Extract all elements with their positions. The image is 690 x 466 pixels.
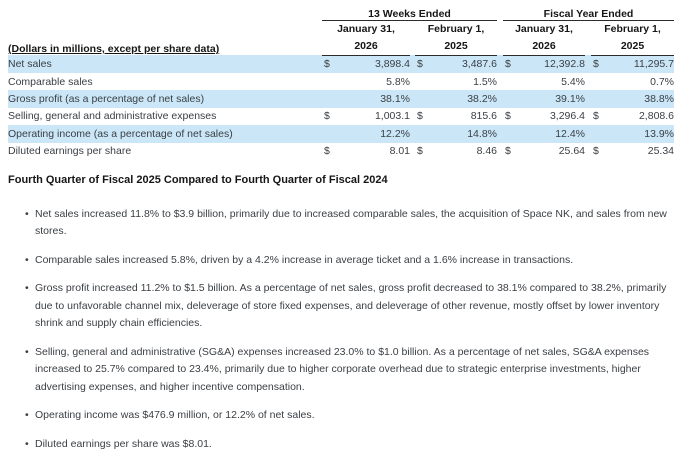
currency-symbol: $	[324, 145, 330, 158]
bullet-net-sales: Net sales increased 11.8% to $3.9 billio…	[25, 206, 668, 241]
value-cell: 13.9%	[591, 125, 675, 143]
value-cell: 38.1%	[322, 90, 410, 108]
value-cell: $3,487.6	[415, 55, 497, 73]
financial-results-table: 13 Weeks Ended Fiscal Year Ended (Dollar…	[8, 8, 675, 160]
col-header-fy-current: January 31, 2026	[503, 20, 585, 56]
row-label-header: (Dollars in millions, except per share d…	[8, 43, 220, 56]
currency-symbol: $	[324, 110, 330, 123]
table-row-operating-income: Operating income (as a percentage of net…	[8, 125, 675, 143]
currency-symbol: $	[505, 58, 511, 71]
table-row-diluted-eps: Diluted earnings per share $8.01 $8.46 $…	[8, 143, 674, 160]
currency-symbol: $	[593, 145, 599, 158]
currency-symbol: $	[417, 145, 423, 158]
col-header-q-prior: February 1, 2025	[415, 20, 497, 56]
bullet-sga-expenses: Selling, general and administrative (SG&…	[25, 344, 668, 397]
value-cell: $3,898.4	[322, 55, 410, 73]
value-cell: 1.5%	[473, 75, 497, 88]
value-cell: 5.4%	[561, 75, 585, 88]
value-cell: $25.34	[593, 145, 675, 158]
value-cell: $3,296.4	[505, 110, 585, 123]
value-cell: 38.2%	[415, 90, 497, 108]
table-row-gross-profit: Gross profit (as a percentage of net sal…	[8, 90, 675, 108]
document-page: 13 Weeks Ended Fiscal Year Ended (Dollar…	[0, 0, 690, 453]
value-cell: $12,392.8	[503, 55, 585, 73]
value-cell: $8.46	[417, 145, 497, 158]
date-header-row: (Dollars in millions, except per share d…	[8, 20, 675, 56]
currency-symbol: $	[593, 110, 599, 123]
group-header-row: 13 Weeks Ended Fiscal Year Ended	[8, 8, 675, 21]
value-cell: $25.64	[505, 145, 585, 158]
value-cell: $8.01	[324, 145, 410, 158]
section-heading: Fourth Quarter of Fiscal 2025 Compared t…	[8, 173, 388, 186]
currency-symbol: $	[324, 58, 330, 71]
value-cell: $11,295.7	[591, 55, 675, 73]
bullet-diluted-eps: Diluted earnings per share was $8.01.	[25, 436, 668, 454]
currency-symbol: $	[505, 145, 511, 158]
value-cell: $1,003.1	[324, 110, 410, 123]
table-row-sga-expenses: Selling, general and administrative expe…	[8, 108, 674, 125]
bullet-comparable-sales: Comparable sales increased 5.8%, driven …	[25, 252, 668, 270]
table-row-comparable-sales: Comparable sales 5.8% 1.5% 5.4% 0.7%	[8, 73, 674, 90]
value-cell: $2,808.6	[593, 110, 675, 123]
col-group-fiscal-year-ended: Fiscal Year Ended	[503, 8, 675, 21]
value-cell: 39.1%	[503, 90, 585, 108]
currency-symbol: $	[417, 58, 423, 71]
value-cell: 38.8%	[591, 90, 675, 108]
col-header-q-current: January 31, 2026	[322, 20, 410, 56]
bullet-operating-income: Operating income was $476.9 million, or …	[25, 407, 668, 425]
col-group-13-weeks-ended: 13 Weeks Ended	[322, 8, 497, 21]
highlights-bullet-list: Net sales increased 11.8% to $3.9 billio…	[8, 206, 668, 454]
col-header-fy-prior: February 1, 2025	[591, 20, 675, 56]
value-cell: 0.7%	[650, 75, 675, 88]
value-cell: 5.8%	[386, 75, 410, 88]
currency-symbol: $	[593, 58, 599, 71]
value-cell: $815.6	[417, 110, 497, 123]
bullet-gross-profit: Gross profit increased 11.2% to $1.5 bil…	[25, 280, 668, 333]
currency-symbol: $	[505, 110, 511, 123]
table-row-net-sales: Net sales $3,898.4 $3,487.6 $12,392.8 $1…	[8, 55, 675, 73]
value-cell: 14.8%	[415, 125, 497, 143]
value-cell: 12.4%	[503, 125, 585, 143]
currency-symbol: $	[417, 110, 423, 123]
value-cell: 12.2%	[322, 125, 410, 143]
